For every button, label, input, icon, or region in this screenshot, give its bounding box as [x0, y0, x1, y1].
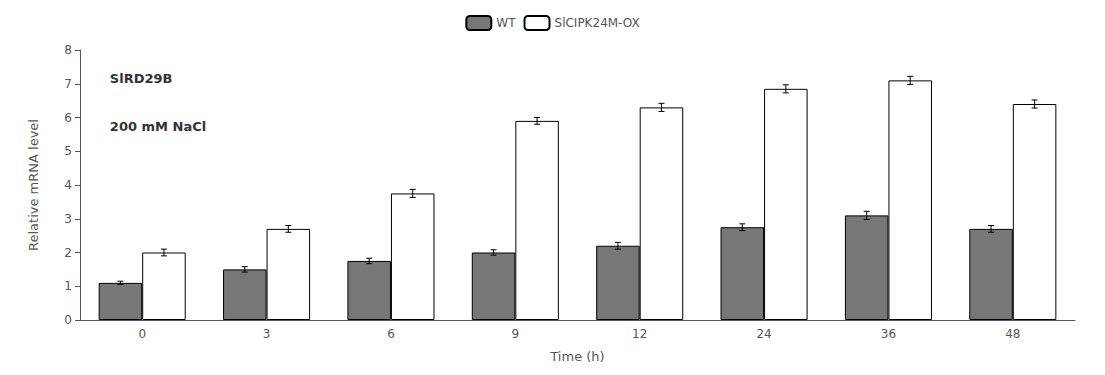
- svg-text:48: 48: [1005, 327, 1020, 341]
- svg-text:0: 0: [64, 313, 72, 327]
- svg-text:6: 6: [387, 327, 395, 341]
- svg-text:WT: WT: [496, 16, 516, 30]
- svg-text:SlCIPK24M-OX: SlCIPK24M-OX: [555, 16, 640, 30]
- svg-text:9: 9: [511, 327, 519, 341]
- svg-text:5: 5: [64, 144, 72, 158]
- svg-text:6: 6: [64, 111, 72, 125]
- svg-text:0: 0: [138, 327, 146, 341]
- svg-text:8: 8: [64, 43, 72, 57]
- svg-text:36: 36: [881, 327, 896, 341]
- svg-text:SlRD29B: SlRD29B: [110, 71, 173, 86]
- svg-text:1: 1: [64, 279, 72, 293]
- svg-text:3: 3: [263, 327, 271, 341]
- svg-text:4: 4: [64, 178, 72, 192]
- svg-text:Relative mRNA level: Relative mRNA level: [26, 119, 41, 251]
- svg-text:Time (h): Time (h): [549, 349, 604, 364]
- svg-text:24: 24: [756, 327, 771, 341]
- svg-text:7: 7: [64, 77, 72, 91]
- svg-text:3: 3: [64, 212, 72, 226]
- svg-text:200 mM NaCl: 200 mM NaCl: [110, 119, 206, 134]
- svg-text:2: 2: [64, 246, 72, 260]
- svg-text:12: 12: [632, 327, 647, 341]
